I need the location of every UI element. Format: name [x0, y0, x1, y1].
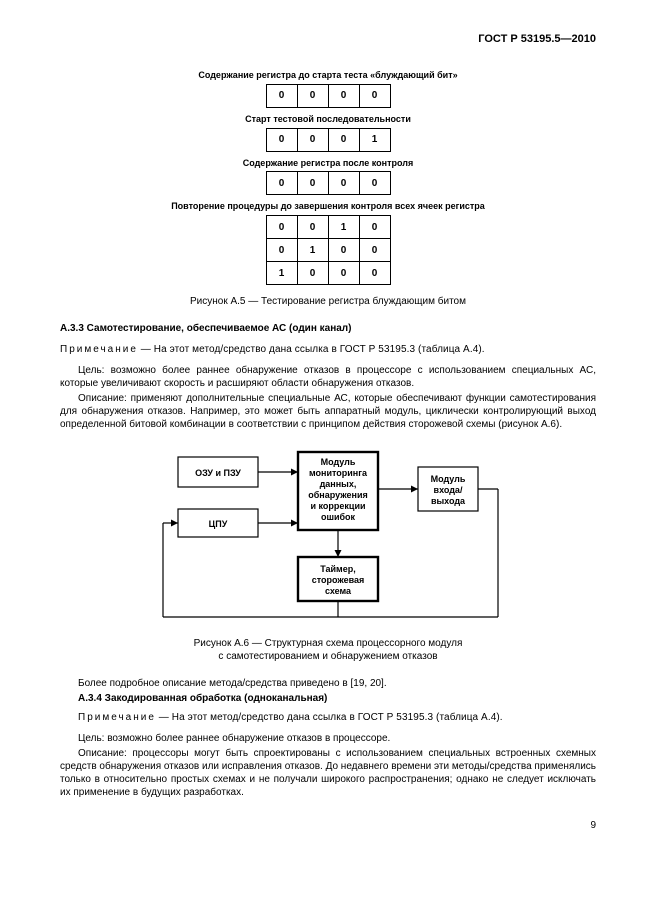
fig-a6-caption-l1: Рисунок А.6 — Структурная схема процессо…: [194, 638, 463, 649]
note-text: — На этот метод/средство дана ссылка в Г…: [156, 712, 503, 723]
cell: 1: [359, 128, 390, 151]
a34-p1: Цель: возможно более раннее обнаружение …: [60, 732, 596, 745]
svg-text:Таймер,: Таймер,: [320, 564, 355, 574]
cell: 0: [297, 128, 328, 151]
svg-text:Модуль: Модуль: [321, 457, 356, 467]
figure-a5: Содержание регистра до старта теста «блу…: [60, 70, 596, 285]
cell: 0: [359, 172, 390, 195]
cell: 0: [328, 239, 359, 262]
note-label: Примечание: [78, 712, 156, 723]
cell: 0: [266, 84, 297, 107]
svg-text:сторожевая: сторожевая: [312, 575, 365, 585]
cell: 0: [266, 172, 297, 195]
svg-text:Модуль: Модуль: [431, 474, 466, 484]
cell: 0: [359, 216, 390, 239]
cell: 0: [359, 239, 390, 262]
a33-note: Примечание — На этот метод/средство дана…: [60, 343, 596, 356]
figure-a6: ОЗУ и ПЗУ Модуль мониторинга данных, обн…: [148, 447, 508, 627]
fig-a5-row-3: 0 0 0 0: [266, 171, 391, 195]
cell: 0: [266, 128, 297, 151]
page-number: 9: [60, 819, 596, 832]
cell: 0: [297, 262, 328, 285]
svg-text:входа/: входа/: [434, 485, 463, 495]
cell: 0: [328, 84, 359, 107]
section-a34-head: А.3.4 Закодированная обработка (однокана…: [60, 692, 596, 705]
svg-text:и коррекции: и коррекции: [310, 501, 365, 511]
cell: 0: [266, 239, 297, 262]
cell: 1: [328, 216, 359, 239]
svg-text:ОЗУ и ПЗУ: ОЗУ и ПЗУ: [195, 468, 241, 478]
a34-note: Примечание — На этот метод/средство дана…: [60, 711, 596, 724]
cell: 1: [297, 239, 328, 262]
cell: 0: [359, 262, 390, 285]
svg-text:выхода: выхода: [431, 496, 466, 506]
cell: 0: [328, 172, 359, 195]
a33-p1: Цель: возможно более раннее обнаружение …: [60, 364, 596, 390]
doc-header: ГОСТ Р 53195.5—2010: [60, 32, 596, 46]
fig-a5-label-4: Повторение процедуры до завершения контр…: [60, 201, 596, 213]
section-a33-head: А.3.3 Самотестирование, обеспечиваемое А…: [60, 322, 596, 335]
fig-a5-row-1: 0 0 0 0: [266, 84, 391, 108]
svg-text:мониторинга: мониторинга: [309, 468, 368, 478]
cell: 1: [266, 262, 297, 285]
cell: 0: [297, 216, 328, 239]
svg-text:ЦПУ: ЦПУ: [209, 519, 228, 529]
fig-a5-row-2: 0 0 0 1: [266, 128, 391, 152]
fig-a5-caption: Рисунок А.5 — Тестирование регистра блуж…: [60, 295, 596, 308]
cell: 0: [328, 128, 359, 151]
svg-text:данных,: данных,: [320, 479, 357, 489]
cell: 0: [297, 172, 328, 195]
cell: 0: [297, 84, 328, 107]
cell: 0: [266, 216, 297, 239]
fig-a5-grid: 0 0 1 0 0 1 0 0 1 0 0 0: [266, 215, 391, 285]
cell: 0: [359, 84, 390, 107]
a34-more: Более подробное описание метода/средства…: [60, 677, 596, 690]
fig-a6-caption-l2: с самотестированием и обнаружением отказ…: [218, 651, 437, 662]
cell: 0: [328, 262, 359, 285]
fig-a5-label-2: Старт тестовой последовательности: [60, 114, 596, 126]
svg-text:схема: схема: [325, 586, 352, 596]
note-text: — На этот метод/средство дана ссылка в Г…: [138, 344, 485, 355]
fig-a6-caption: Рисунок А.6 — Структурная схема процессо…: [60, 637, 596, 663]
svg-text:обнаружения: обнаружения: [308, 490, 367, 500]
fig-a5-label-3: Содержание регистра после контроля: [60, 158, 596, 170]
a33-p2: Описание: применяют дополнительные специ…: [60, 392, 596, 431]
note-label: Примечание: [60, 344, 138, 355]
fig-a5-label-1: Содержание регистра до старта теста «блу…: [60, 70, 596, 82]
a34-p2: Описание: процессоры могут быть спроекти…: [60, 747, 596, 799]
svg-text:ошибок: ошибок: [321, 512, 356, 522]
